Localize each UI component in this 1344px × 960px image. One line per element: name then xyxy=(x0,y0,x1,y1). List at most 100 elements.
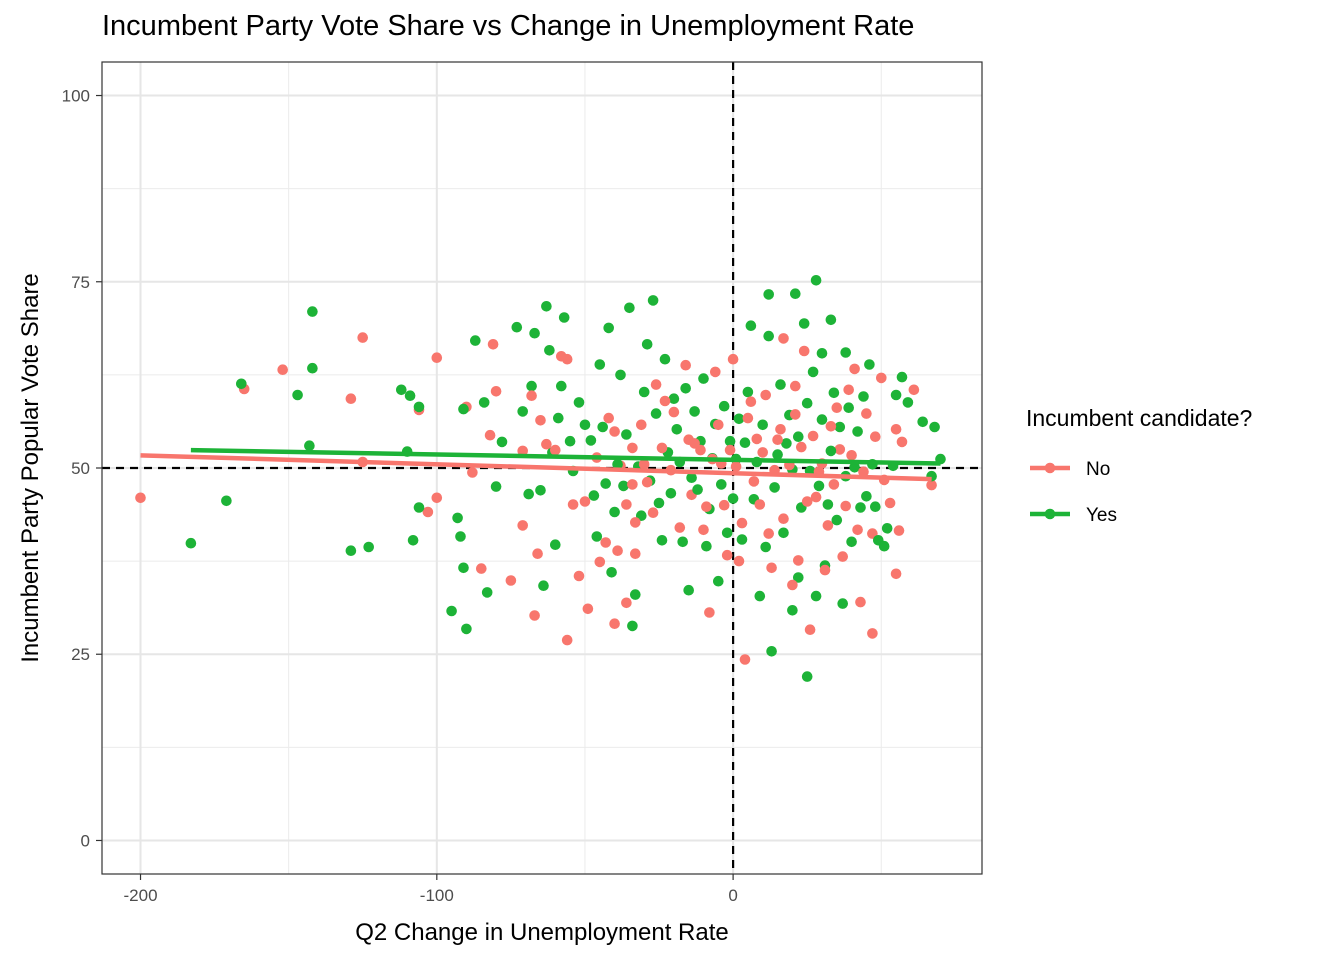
point-no xyxy=(822,520,834,531)
point-yes xyxy=(541,301,552,312)
point-yes xyxy=(641,339,653,350)
point-no xyxy=(674,522,686,533)
point-yes xyxy=(775,379,786,390)
point-yes xyxy=(458,562,469,574)
point-yes xyxy=(724,435,736,447)
point-yes xyxy=(668,393,680,405)
point-yes xyxy=(363,541,375,553)
point-no xyxy=(831,402,843,414)
point-no xyxy=(754,499,766,510)
point-no xyxy=(834,444,846,455)
point-no xyxy=(641,476,653,488)
point-yes xyxy=(307,306,318,317)
point-no xyxy=(890,568,902,580)
point-no xyxy=(713,419,724,431)
point-no xyxy=(517,445,528,457)
point-yes xyxy=(716,479,727,490)
point-yes xyxy=(917,416,928,428)
point-yes xyxy=(573,397,585,408)
point-no xyxy=(582,603,594,615)
point-yes xyxy=(413,401,425,413)
point-yes xyxy=(858,391,869,402)
y-axis-title: Incumbent Party Popular Vote Share xyxy=(17,273,44,663)
point-no xyxy=(431,352,443,364)
point-yes xyxy=(881,523,893,534)
point-no xyxy=(766,562,777,574)
point-no xyxy=(638,459,650,470)
axis-ticks: -200 -100 0 0 25 50 75 100 xyxy=(62,87,738,905)
point-yes xyxy=(689,406,700,417)
point-yes xyxy=(304,440,315,452)
point-yes xyxy=(647,295,659,306)
point-yes xyxy=(849,462,860,473)
point-no xyxy=(573,570,585,582)
point-yes xyxy=(855,502,866,513)
point-no xyxy=(627,442,638,454)
point-yes xyxy=(630,589,641,600)
y-tick-label: 0 xyxy=(81,831,90,850)
y-tick-label: 25 xyxy=(71,645,90,664)
point-no xyxy=(804,624,816,635)
point-no xyxy=(843,384,854,396)
point-yes xyxy=(650,408,662,419)
point-no xyxy=(636,419,647,431)
point-yes xyxy=(511,321,523,333)
y-tick-label: 50 xyxy=(71,459,90,478)
point-yes xyxy=(902,397,914,408)
point-yes xyxy=(624,302,635,314)
x-tick-label: 0 xyxy=(728,886,737,905)
x-axis-title: Q2 Change in Unemployment Rate xyxy=(355,919,729,946)
point-yes xyxy=(627,620,638,632)
point-no xyxy=(733,555,745,567)
point-yes xyxy=(461,623,472,635)
point-yes xyxy=(801,397,813,409)
legend: Incumbent candidate? No Yes xyxy=(1026,405,1252,526)
chart-title: Incumbent Party Vote Share vs Change in … xyxy=(102,10,915,42)
point-no xyxy=(561,353,573,365)
point-no xyxy=(837,551,848,562)
point-yes xyxy=(701,540,712,552)
point-no xyxy=(630,517,641,528)
point-yes xyxy=(550,539,561,550)
point-no xyxy=(852,524,863,536)
point-yes xyxy=(781,438,792,449)
point-yes xyxy=(597,421,608,433)
point-no xyxy=(609,426,620,437)
point-yes xyxy=(612,459,623,470)
point-yes xyxy=(861,491,872,502)
point-no xyxy=(535,415,546,426)
point-yes xyxy=(609,506,620,518)
point-yes xyxy=(801,671,813,682)
point-yes xyxy=(579,419,591,431)
point-no xyxy=(656,442,668,454)
point-no xyxy=(698,524,709,536)
point-no xyxy=(600,537,611,548)
point-yes xyxy=(496,436,508,448)
point-no xyxy=(621,499,632,510)
point-yes xyxy=(659,353,671,365)
point-no xyxy=(704,607,715,618)
point-yes xyxy=(526,380,537,392)
point-no xyxy=(760,389,771,401)
point-yes xyxy=(618,480,629,492)
point-no xyxy=(884,497,896,509)
point-yes xyxy=(638,386,650,398)
point-yes xyxy=(446,605,457,617)
data-points xyxy=(135,275,946,682)
point-yes xyxy=(790,288,801,300)
point-yes xyxy=(538,580,549,591)
legend-label-no: No xyxy=(1086,459,1110,480)
point-yes xyxy=(745,320,757,332)
point-no xyxy=(647,507,659,518)
point-no xyxy=(579,496,591,507)
point-no xyxy=(876,372,887,384)
point-no xyxy=(763,528,774,539)
point-no xyxy=(490,386,502,397)
point-no xyxy=(757,447,768,458)
point-no xyxy=(790,380,801,392)
point-yes xyxy=(878,540,890,552)
point-no xyxy=(798,345,810,357)
point-no xyxy=(609,618,620,629)
point-yes xyxy=(822,499,834,510)
point-no xyxy=(603,412,614,424)
